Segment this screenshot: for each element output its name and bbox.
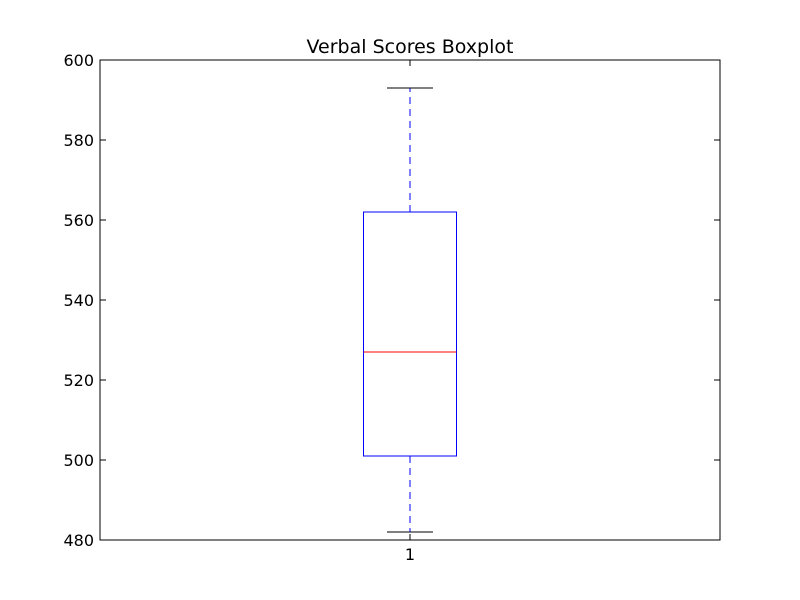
- chart-title: Verbal Scores Boxplot: [307, 36, 514, 58]
- plot-frame: [99, 59, 721, 541]
- y-tick-label-580: 580: [63, 131, 94, 150]
- y-tick-label-600: 600: [63, 51, 94, 70]
- x-tick-label-1: 1: [405, 545, 415, 564]
- interquartile-box: [363, 211, 457, 457]
- y-tick-label-480: 480: [63, 531, 94, 550]
- y-tick-label-500: 500: [63, 451, 94, 470]
- y-tick-label-540: 540: [63, 291, 94, 310]
- y-tick-label-560: 560: [63, 211, 94, 230]
- y-tick-label-520: 520: [63, 371, 94, 390]
